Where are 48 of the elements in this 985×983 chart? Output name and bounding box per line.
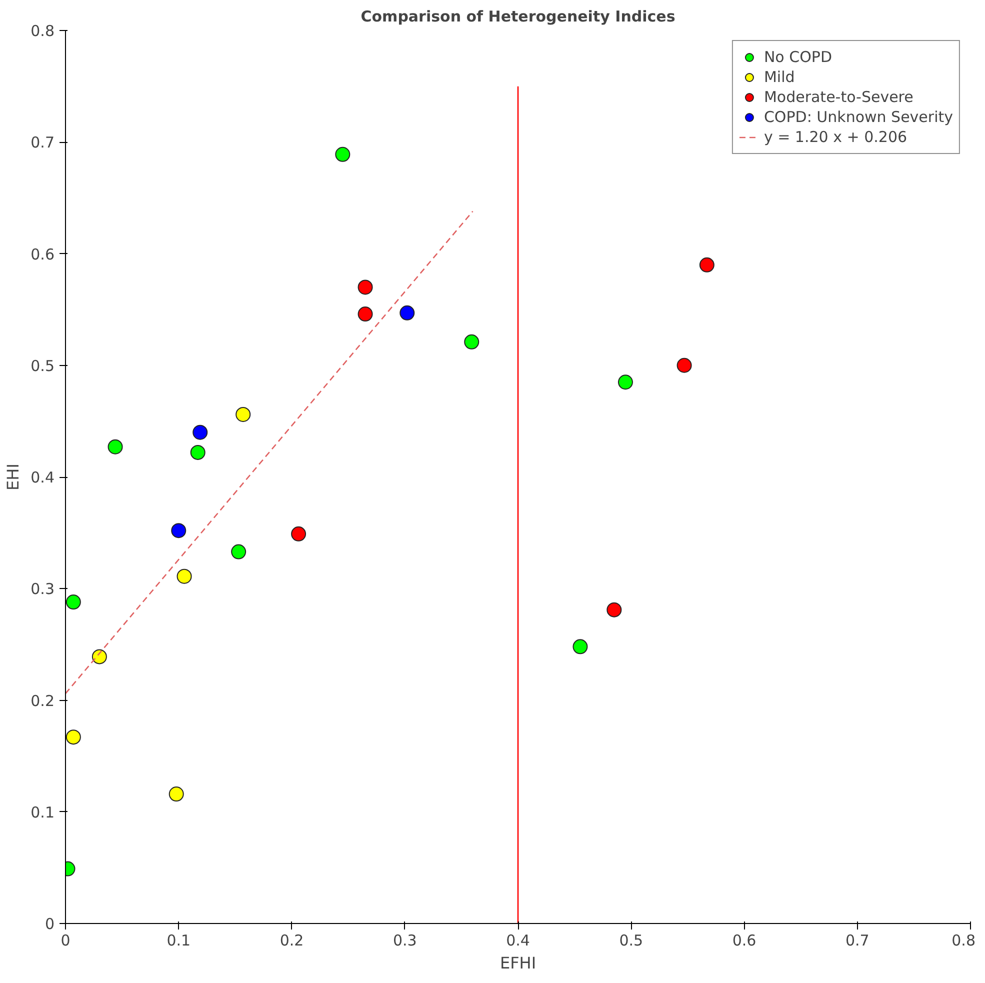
point [618, 374, 633, 390]
x-tick-label: 0.4 [506, 932, 530, 950]
x-tick-label: 0.7 [845, 932, 870, 950]
y-tick-label: 0.7 [30, 134, 55, 152]
x-axis-title: EFHI [500, 954, 536, 972]
y-tick-label: 0.5 [30, 356, 55, 375]
y-axis-title: EHI [4, 464, 23, 490]
point [66, 730, 81, 745]
point [190, 444, 206, 460]
point [66, 594, 81, 610]
y-tick-label: 0.6 [30, 245, 55, 264]
y-tick-label: 0 [44, 915, 55, 933]
point [400, 305, 415, 320]
x-tick-label: 0.3 [392, 932, 417, 950]
point [676, 358, 692, 373]
y-tick-label: 0.8 [30, 22, 55, 40]
point [291, 526, 306, 542]
chart-title: Comparison of Heterogeneity Indices [360, 8, 676, 26]
point [606, 602, 622, 618]
point [464, 334, 480, 350]
legend-label: No COPD [764, 47, 832, 67]
x-tick-label: 0.1 [166, 932, 191, 950]
point [231, 544, 246, 560]
point [168, 786, 184, 802]
y-tick-label: 0.4 [30, 468, 55, 486]
x-tick-label: 0 [60, 932, 70, 950]
point [92, 649, 107, 664]
point [358, 280, 373, 295]
x-tick-label: 0.2 [280, 932, 304, 950]
y-tick-label: 0.2 [30, 692, 55, 710]
legend-label: Mild [764, 67, 795, 87]
point [171, 523, 186, 538]
x-tick-label: 0.5 [619, 932, 644, 950]
point [335, 146, 350, 162]
x-tick-label: 0.6 [732, 932, 756, 950]
legend-label: y = 1.20 x + 0.206 [764, 127, 908, 147]
point [572, 639, 588, 654]
y-tick-label: 0.3 [30, 580, 55, 598]
y-tick-label: 0.1 [30, 803, 55, 822]
legend-label: COPD: Unknown Severity [764, 107, 953, 127]
point [358, 306, 373, 322]
point [236, 407, 251, 422]
point [108, 439, 123, 454]
x-tick-label: 0.8 [952, 932, 976, 950]
point [699, 257, 714, 272]
legend-label: Moderate-to-Severe [764, 87, 914, 107]
point [176, 568, 192, 584]
point [192, 424, 208, 440]
